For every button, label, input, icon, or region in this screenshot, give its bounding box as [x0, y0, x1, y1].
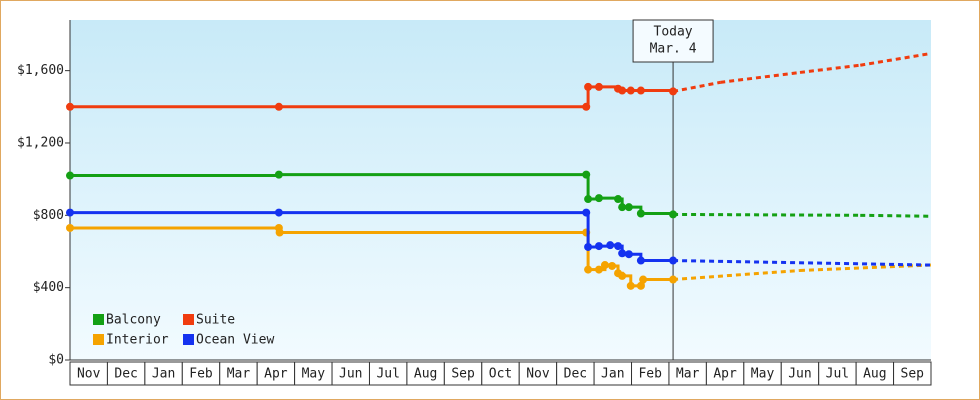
x-tick-label: Jun [339, 367, 362, 382]
x-tick-label: Jul [376, 367, 399, 382]
step-segment [70, 174, 281, 178]
x-tick-label: Jan [601, 367, 624, 382]
x-tick-label: Nov [526, 367, 550, 382]
y-tick-label: $800 [33, 208, 64, 223]
month-box [893, 361, 932, 386]
step-segment [586, 86, 590, 109]
x-tick-label: Mar [227, 367, 251, 382]
y-tick-label: $1,600 [17, 63, 64, 78]
today-box [632, 19, 714, 63]
forecast-segment [720, 70, 801, 84]
legend-label: Interior [106, 333, 169, 348]
x-tick-label: Nov [77, 367, 101, 382]
x-tick-label: Aug [414, 367, 437, 382]
legend-swatch [183, 314, 194, 325]
today-label: Today [654, 25, 693, 40]
forecast-segment [799, 63, 861, 74]
x-tick-label: Sep [901, 367, 925, 382]
legend-label: Suite [196, 313, 235, 328]
x-tick-label: Apr [264, 367, 288, 382]
x-tick-label: Aug [863, 367, 886, 382]
step-segment [640, 212, 675, 216]
legend-swatch [93, 334, 104, 345]
x-tick-label: Jan [152, 367, 175, 382]
x-tick-label: May [751, 367, 775, 382]
plot-area [70, 20, 931, 360]
legend-label: Ocean View [196, 333, 274, 348]
step-segment [586, 211, 590, 247]
forecast-segment [672, 80, 721, 93]
x-tick-label: Oct [489, 367, 512, 382]
step-segment [586, 173, 590, 200]
y-tick-label: $400 [33, 280, 64, 295]
forecast-segment [673, 259, 932, 267]
forecast-segment [673, 212, 861, 217]
step-segment [640, 89, 675, 93]
forecast-segment [860, 51, 932, 67]
x-tick-label: Jul [826, 367, 849, 382]
legend-swatch [183, 334, 194, 345]
x-tick-label: Sep [451, 367, 475, 382]
legend-label: Balcony [106, 313, 161, 328]
forecast-segment [860, 213, 932, 218]
x-tick-label: Dec [564, 367, 587, 382]
y-tick-label: $1,200 [17, 135, 64, 150]
x-tick-label: Jun [788, 367, 811, 382]
x-tick-label: Feb [189, 367, 213, 382]
x-tick-label: Feb [638, 367, 662, 382]
x-tick-label: Dec [114, 367, 137, 382]
x-tick-label: Apr [713, 367, 737, 382]
x-tick-label: Mar [676, 367, 700, 382]
legend-swatch [93, 314, 104, 325]
today-label: Mar. 4 [650, 42, 697, 57]
forecast-segment [672, 268, 801, 282]
y-tick-label: $0 [48, 353, 64, 368]
x-tick-label: May [302, 367, 326, 382]
